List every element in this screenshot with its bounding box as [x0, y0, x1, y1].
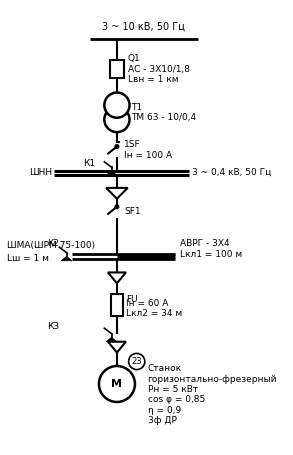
Circle shape — [104, 92, 130, 118]
Text: 3 ~ 0,4 кВ, 50 Гц: 3 ~ 0,4 кВ, 50 Гц — [193, 168, 272, 177]
Text: Т1
ТМ 63 - 10/0,4: Т1 ТМ 63 - 10/0,4 — [131, 103, 196, 122]
Text: АВРГ - 3Х4
Lкл1 = 100 м: АВРГ - 3Х4 Lкл1 = 100 м — [180, 239, 242, 259]
Circle shape — [115, 205, 119, 208]
Text: ШМА(ШРМ 75-100): ШМА(ШРМ 75-100) — [7, 241, 95, 250]
Circle shape — [115, 145, 119, 148]
Text: Lш = 1 м: Lш = 1 м — [7, 253, 49, 263]
Text: К1: К1 — [83, 159, 95, 168]
Text: ШНН: ШНН — [29, 168, 52, 177]
Bar — [110, 60, 124, 78]
Text: SF1: SF1 — [124, 207, 141, 216]
Polygon shape — [61, 256, 72, 261]
Circle shape — [104, 107, 130, 132]
Text: 3 ~ 10 кВ, 50 Гц: 3 ~ 10 кВ, 50 Гц — [103, 21, 185, 31]
Polygon shape — [106, 337, 117, 342]
Bar — [111, 294, 123, 316]
Text: Станок
горизонтально-фрезерный
Рн = 5 кВт
cos φ = 0,85
η = 0,9
3ф ДР: Станок горизонтально-фрезерный Рн = 5 кВ… — [147, 364, 277, 425]
Polygon shape — [106, 171, 117, 175]
Text: 1SF
Iн = 100 А: 1SF Iн = 100 А — [124, 141, 172, 160]
Text: К2: К2 — [47, 239, 59, 248]
Text: FU: FU — [126, 295, 137, 304]
Text: М: М — [111, 379, 122, 389]
Text: Q1
АС - 3Х10/1,8
Lвн = 1 км: Q1 АС - 3Х10/1,8 Lвн = 1 км — [128, 54, 190, 84]
Text: 23: 23 — [132, 357, 142, 366]
Text: К3: К3 — [47, 322, 59, 331]
Text: Iн = 60 А
Lкл2 = 34 м: Iн = 60 А Lкл2 = 34 м — [126, 299, 182, 318]
